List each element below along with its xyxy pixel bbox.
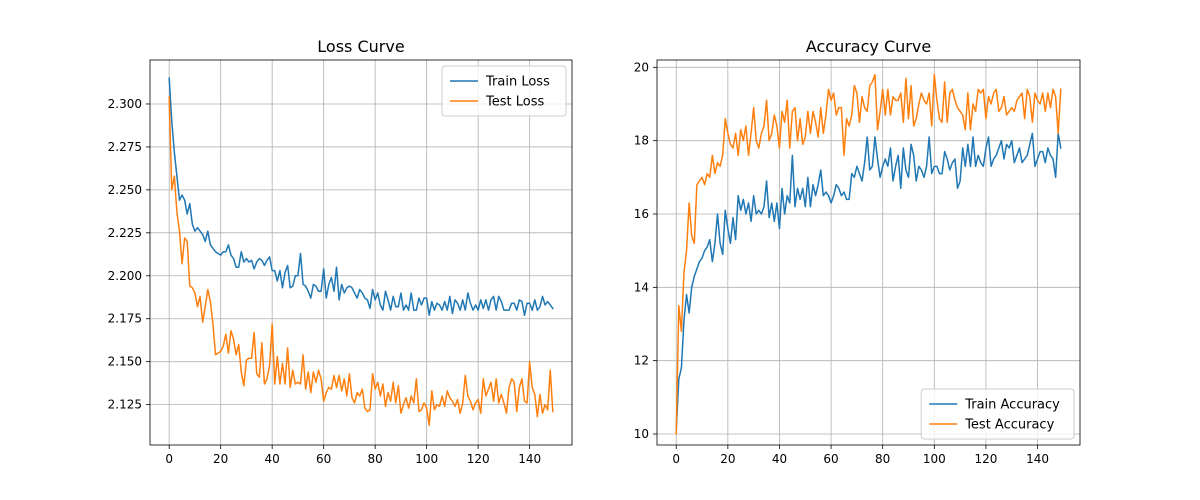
accuracy-x-tick-label: 120 xyxy=(974,452,997,466)
accuracy-plot-frame xyxy=(656,59,1081,446)
test-loss-line xyxy=(168,96,554,426)
accuracy-chart: 0 20 40 60 80 100 120 140 10 12 14 16 18 20 Accuracy … xyxy=(634,37,1081,466)
loss-y-tick-label: 2.275 xyxy=(108,140,142,154)
loss-x-tick-label: 80 xyxy=(368,452,383,466)
loss-legend-frame xyxy=(441,65,567,117)
loss-y-tick-label: 2.250 xyxy=(108,183,142,197)
loss-x-tick-label: 60 xyxy=(316,452,331,466)
accuracy-y-tick-label: 14 xyxy=(634,280,649,294)
accuracy-y-tick-label: 16 xyxy=(634,207,649,221)
accuracy-chart-title: Accuracy Curve xyxy=(806,37,931,56)
accuracy-x-tick-label: 60 xyxy=(823,452,838,466)
accuracy-x-tick-label: 100 xyxy=(923,452,946,466)
accuracy-y-tick-label: 20 xyxy=(634,60,649,74)
train-loss-line xyxy=(168,77,554,317)
loss-x-tick-label: 100 xyxy=(415,452,438,466)
accuracy-x-tick-label: 20 xyxy=(720,452,735,466)
test-accuracy-line xyxy=(675,73,1062,435)
train-accuracy-line xyxy=(675,132,1062,432)
loss-x-tick-label: 0 xyxy=(165,452,173,466)
loss-y-tick-label: 2.200 xyxy=(108,269,142,283)
loss-y-tick-label: 2.125 xyxy=(108,398,142,412)
accuracy-legend: Train Accuracy Test Accuracy xyxy=(920,388,1075,440)
loss-x-tick-label: 120 xyxy=(467,452,490,466)
loss-y-tick-label: 2.175 xyxy=(108,312,142,326)
loss-chart: 0 20 40 60 80 100 120 140 2.125 2.150 2.175 2.200 2.… xyxy=(108,37,573,466)
accuracy-x-tick-label: 0 xyxy=(672,452,680,466)
loss-legend: Train Loss Test Loss xyxy=(441,65,567,117)
loss-y-tick-label: 2.225 xyxy=(108,226,142,240)
loss-x-tick-label: 20 xyxy=(213,452,228,466)
accuracy-x-tick-label: 80 xyxy=(875,452,890,466)
loss-chart-title: Loss Curve xyxy=(317,37,404,56)
accuracy-legend-frame xyxy=(920,388,1075,440)
train-loss-legend-label: Train Loss xyxy=(485,75,550,90)
accuracy-y-tick-label: 10 xyxy=(634,427,649,441)
test-accuracy-legend-label: Test Accuracy xyxy=(964,418,1054,433)
accuracy-y-tick-label: 12 xyxy=(634,354,649,368)
accuracy-x-tick-label: 140 xyxy=(1026,452,1049,466)
accuracy-x-tick-label: 40 xyxy=(772,452,787,466)
loss-x-tick-label: 140 xyxy=(518,452,541,466)
accuracy-y-tick-label: 18 xyxy=(634,134,649,148)
loss-x-tick-label: 40 xyxy=(265,452,280,466)
train-accuracy-legend-label: Train Accuracy xyxy=(964,398,1060,413)
loss-y-tick-label: 2.150 xyxy=(108,355,142,369)
loss-plot-frame xyxy=(149,59,573,446)
test-loss-legend-label: Test Loss xyxy=(485,95,544,110)
loss-y-tick-label: 2.300 xyxy=(108,97,142,111)
